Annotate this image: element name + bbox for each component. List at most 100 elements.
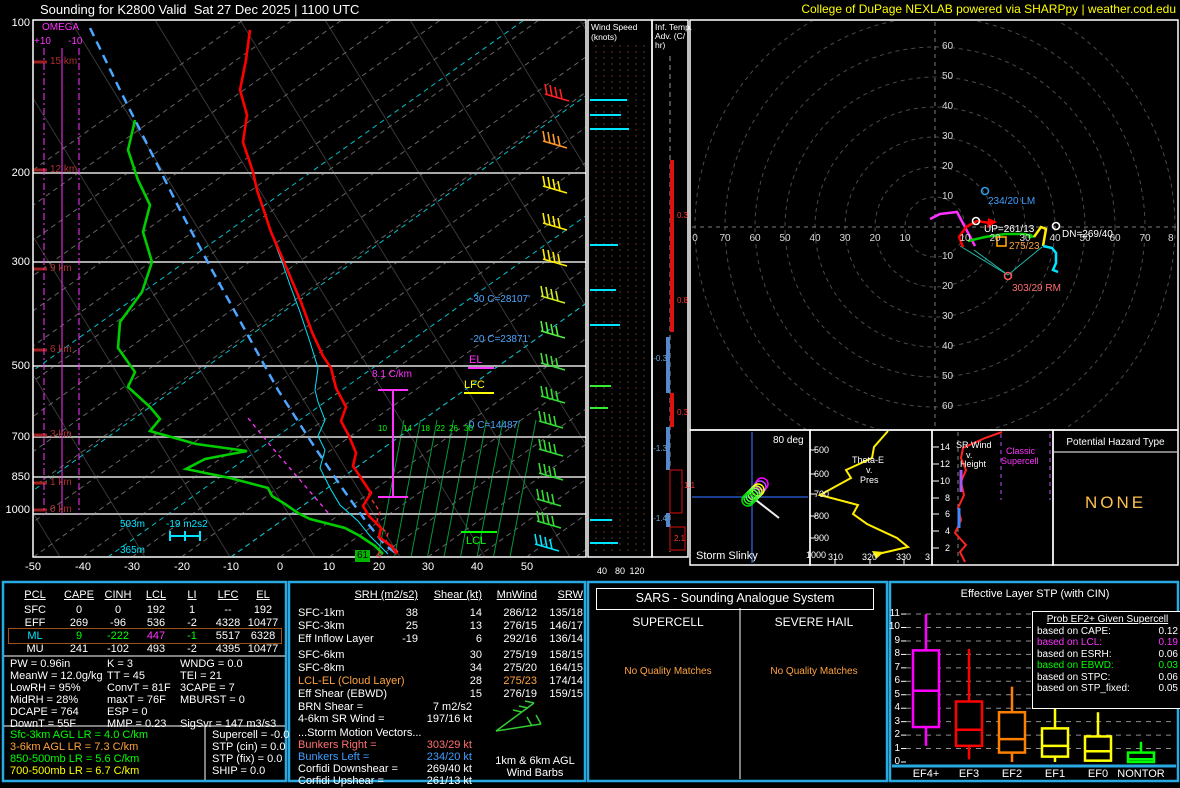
cell: 9 (60, 630, 98, 643)
kin-srw: 158/15 (539, 649, 583, 662)
brn-shear-value: 7 m2/s2 (380, 701, 472, 714)
corfidi-downshear-value: 269/40 kt (380, 763, 472, 776)
lapse-rate-row: 3-6km AGL LR = 7.3 C/km (10, 741, 138, 754)
kin-srh: 25 (336, 620, 418, 633)
prob-row: based on STP_fixed: 0.05 (1037, 683, 1178, 695)
temp-axis-label: 40 (462, 561, 492, 574)
prob-label: based on ESRH: (1037, 649, 1112, 661)
hodo-x-label: 10 (955, 233, 975, 245)
mixing-ratio-label: 18 (421, 424, 430, 433)
thetae-x-label: 320 (862, 552, 877, 562)
cell: 0 (98, 604, 138, 617)
temp-axis-label: -10 (216, 561, 246, 574)
midlevel-lapse-label: 8.1 C/km (372, 369, 412, 381)
srwind-y-label: 4 (938, 526, 950, 536)
srw-46-label: 4-6km SR Wind = (298, 713, 385, 726)
shear-marker (170, 531, 200, 541)
cell: ML (10, 630, 60, 643)
srwind-y-label: 12 (938, 459, 950, 469)
kin-header-srw: SRW (539, 589, 583, 602)
pressure-label: 100 (4, 17, 30, 30)
height-label: 6 km (50, 344, 72, 356)
hodo-x-label: 30 (835, 233, 855, 245)
bunkers-right-value: 303/29 kt (380, 739, 472, 752)
stp-y-label: 1 (886, 743, 900, 755)
barb-caption: 1km & 6km AGL (490, 755, 580, 768)
adv-value: 1.1 (684, 481, 695, 490)
cell: 4328 (210, 617, 246, 630)
height-label: 3 km (50, 429, 72, 441)
composite-supercell: Supercell = -0.0 (212, 729, 289, 742)
prob-label: based on LCL: (1037, 637, 1102, 649)
brn-shear-label: BRN Shear = (298, 701, 363, 714)
kin-shear: 15 (420, 688, 482, 701)
thetae-y-label: 900 (814, 533, 829, 543)
isotherm-m20-label: -20 C=23871' (454, 334, 530, 346)
srwind-y-label: 14 (938, 442, 950, 452)
hodo-x-label: 60 (745, 233, 765, 245)
slinky-title: Storm Slinky (696, 550, 758, 563)
hazard-value: NONE (1054, 493, 1177, 513)
corfidi-upshear-value: 261/13 kt (380, 775, 472, 788)
stp-category: NONTOR (1111, 768, 1171, 781)
wind-axis-tick: 80 (612, 566, 628, 576)
cell: -- (210, 604, 246, 617)
surface-temp-chip: 4 (376, 550, 382, 562)
classic-supercell-label2: Supercell (1001, 456, 1039, 466)
kin-mnwind: 286/12 (484, 607, 537, 620)
hodo-y-label: 10 (942, 191, 953, 203)
kin-srh: 38 (336, 607, 418, 620)
col-header: CINH (98, 589, 138, 602)
thermo-3cape: 3CAPE = 7 (180, 682, 235, 695)
thermo-maxt: maxT = 76F (107, 694, 166, 707)
page-title: Sounding for K2800 Valid Sat 27 Dec 2025… (40, 3, 359, 18)
thermo-tei: TEI = 21 (180, 670, 222, 683)
effective-srh-label: -19 m2s2 (166, 519, 208, 531)
parcel-row-eff: EFF 269 -96 536 -2 4328 10477 (10, 617, 280, 630)
wind-axis-tick: 40 (594, 566, 610, 576)
temp-axis-label: -20 (167, 561, 197, 574)
adv-value: 2.1 (674, 534, 685, 543)
adv-value: 0.8 (677, 296, 688, 305)
omega-plus-label: +10 (34, 36, 51, 48)
temp-axis-label: -50 (18, 561, 48, 574)
hodo-x-label: 10 (895, 233, 915, 245)
cell: 493 (138, 643, 174, 656)
stp-y-label: 0 (886, 756, 900, 768)
el-label: EL (469, 354, 482, 367)
prob-title: Prob EF2+ Given Supercell (1037, 614, 1178, 626)
temp-axis-label: 10 (314, 561, 344, 574)
prob-row: based on ESRH: 0.06 (1037, 649, 1178, 661)
stp-y-label: 9 (886, 635, 900, 647)
srwind-y-label: 6 (938, 509, 950, 519)
thetae-x-label: 310 (828, 552, 843, 562)
stp-y-label: 2 (886, 729, 900, 741)
wind-panel-subtitle: (knots) (591, 33, 617, 43)
mean-wind-label: 275/23 (1009, 241, 1040, 253)
kin-header-mnwind: MnWind (484, 589, 537, 602)
hodo-y-label: 40 (942, 101, 953, 113)
kin-srw: 159/15 (539, 688, 583, 701)
hodo-x-label: 50 (775, 233, 795, 245)
thetae-y-label: 700 (814, 489, 829, 499)
cell: 10477 (246, 643, 280, 656)
sars-hail-matches: No Quality Matches (742, 666, 886, 678)
prob-row: based on LCL: 0.19 (1037, 637, 1178, 649)
cell: 241 (60, 643, 98, 656)
prob-row: based on EBWD: 0.03 (1037, 660, 1178, 672)
lapse-rate-row: 850-500mb LR = 5.6 C/km (10, 753, 139, 766)
hazard-title: Potential Hazard Type (1054, 437, 1177, 449)
slinky-degrees: 80 deg (773, 435, 804, 447)
kin-shear: 13 (420, 620, 482, 633)
kin-shear: 34 (420, 662, 482, 675)
left-mover-label: 234/20 LM (988, 196, 1035, 208)
agl-wind-barbs-icon (496, 701, 541, 731)
thermo-lowrh: LowRH = 95% (10, 682, 81, 695)
prob-row: based on CAPE: 0.12 (1037, 626, 1178, 638)
wind-speed-grid (596, 45, 644, 552)
pressure-label: 200 (4, 167, 30, 180)
kin-mnwind: 275/19 (484, 649, 537, 662)
srwind-title: SR Wind (956, 440, 992, 450)
lcl-label: LCL (466, 535, 486, 548)
surface-dewpoint-chip: 61 (355, 550, 370, 562)
